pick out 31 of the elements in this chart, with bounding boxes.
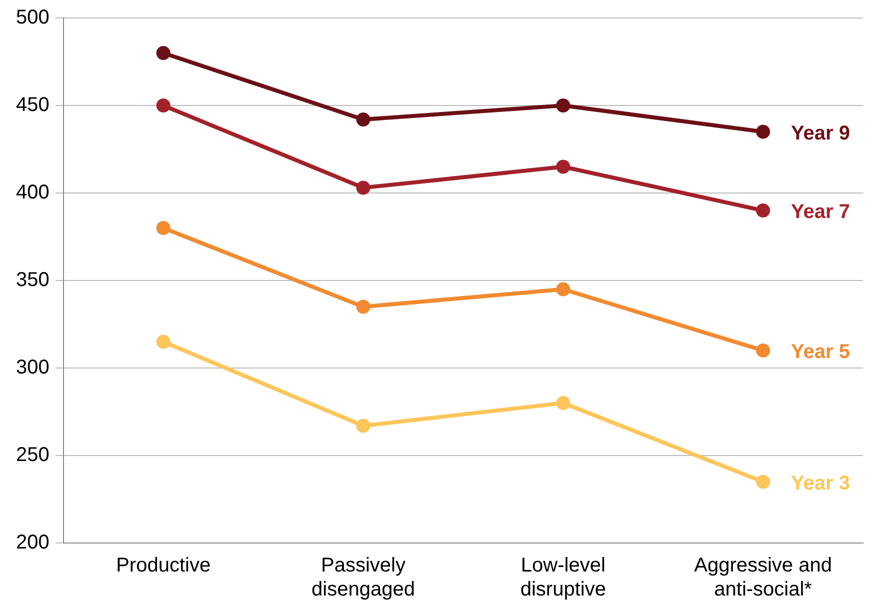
x-tick-label: Aggressive and anti-social* — [694, 554, 832, 601]
point — [156, 334, 170, 349]
point — [356, 418, 370, 433]
y-tick-label: 450 — [16, 94, 50, 116]
series-label: Year 5 — [791, 341, 850, 364]
point — [556, 98, 570, 112]
y-tick-label: 400 — [16, 182, 50, 204]
point — [556, 160, 570, 174]
x-tick-label: Low-level disruptive — [520, 554, 606, 601]
point — [356, 180, 370, 195]
y-tick-label: 500 — [16, 6, 50, 29]
y-tick-label: 200 — [16, 532, 50, 554]
point — [756, 124, 770, 139]
y-tick-label: 350 — [16, 269, 50, 292]
series-label: Year 9 — [791, 122, 850, 144]
point — [156, 221, 170, 235]
y-tick-label: 300 — [16, 356, 50, 379]
point — [756, 474, 770, 489]
point — [156, 46, 170, 60]
y-tick-label: 250 — [16, 444, 50, 466]
x-tick-label: Productive — [116, 554, 211, 577]
point — [356, 300, 370, 314]
point — [156, 98, 170, 112]
point — [556, 396, 570, 410]
series-label: Year 7 — [791, 201, 850, 224]
point — [356, 112, 370, 126]
point — [756, 344, 770, 358]
x-tick-label: Passively disengaged — [312, 554, 415, 601]
series-label: Year 3 — [791, 472, 850, 494]
point — [556, 282, 570, 296]
point — [756, 204, 770, 218]
